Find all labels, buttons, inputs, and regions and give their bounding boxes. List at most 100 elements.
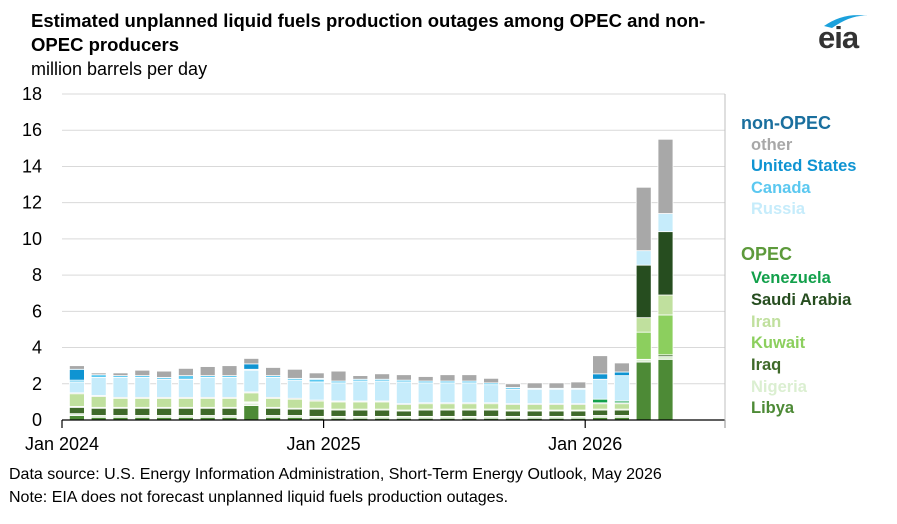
bar-segment-iran: [352, 401, 369, 410]
x-tick-label: Jan 2024: [25, 434, 99, 454]
bar-segment-other: [504, 383, 521, 388]
bar-segment-saudi-arabia: [657, 231, 674, 296]
bar-segment-iraq: [330, 409, 347, 417]
bar-segment-other: [374, 373, 391, 380]
bar-segment-iran: [548, 404, 565, 411]
legend-item-united-states: United States: [751, 157, 857, 175]
bar-segment-russia: [592, 378, 608, 400]
y-tick-label: 0: [32, 410, 42, 430]
bar-segment-canada: [90, 374, 107, 378]
bar-segment-russia: [221, 377, 238, 398]
x-tick-label: Jan 2026: [548, 434, 622, 454]
bar-segment-other: [265, 367, 282, 377]
bar-segment-russia: [439, 382, 456, 404]
bar-segment-iran: [90, 396, 107, 408]
bar-segment-other: [483, 377, 500, 384]
bar-segment-iraq: [417, 409, 434, 417]
bar-segment-russia: [286, 379, 303, 399]
bar-segment-iraq: [439, 409, 456, 417]
bar-segment-united-states: [69, 368, 85, 381]
bar-segment-iraq: [177, 407, 194, 416]
bar-segment-nigeria: [657, 356, 674, 360]
bar-segment-libya: [69, 415, 85, 421]
bar-segment-russia: [548, 388, 565, 405]
legend-heading-non-opec: non-OPEC: [741, 113, 831, 133]
y-tick-label: 6: [32, 301, 42, 321]
bar-segment-united-states: [614, 371, 630, 377]
bar-segment-iran: [592, 403, 608, 410]
legend-item-iraq: Iraq: [751, 356, 782, 374]
bar-segment-libya: [635, 361, 652, 421]
legend-item-russia: Russia: [751, 200, 806, 218]
y-tick-label: 18: [22, 84, 42, 104]
bar-segment-iran: [156, 397, 173, 408]
eia-logo: eia: [818, 10, 880, 56]
bars: [69, 138, 674, 421]
bar-segment-russia: [112, 377, 129, 398]
chart-title: Estimated unplanned liquid fuels product…: [31, 10, 706, 55]
bar-segment-russia: [177, 378, 194, 398]
bar-segment-russia: [243, 369, 260, 393]
bar-segment-iran: [69, 393, 85, 407]
bar-segment-other: [243, 358, 260, 365]
bar-segment-other: [657, 138, 674, 214]
bar-segment-iraq: [352, 409, 369, 417]
bar-segment-iraq: [90, 407, 107, 416]
legend-item-saudi-arabia: Saudi Arabia: [751, 291, 852, 309]
bar-segment-other: [592, 355, 608, 375]
bar-segment-iran: [221, 397, 238, 408]
bar-segment-iran: [374, 401, 391, 410]
bar-segment-iran: [657, 294, 674, 316]
bar-segment-other: [330, 370, 347, 382]
bar-segment-russia: [526, 388, 543, 405]
bar-segment-other: [439, 374, 456, 382]
bar-segment-iraq: [134, 407, 151, 416]
bar-segment-other: [308, 372, 325, 379]
legend-item-libya: Libya: [751, 399, 795, 417]
bar-segment-iran: [199, 397, 216, 408]
x-tick-label: Jan 2025: [287, 434, 361, 454]
bar-segment-kuwait: [635, 331, 652, 360]
bar-segment-other: [156, 370, 173, 378]
bar-segment-saudi-arabia: [635, 264, 652, 319]
bar-segment-iran: [308, 400, 325, 409]
y-tick-label: 4: [32, 338, 42, 358]
legend-item-venezuela: Venezuela: [751, 269, 831, 287]
legend-item-other: other: [751, 136, 793, 154]
bar-segment-nigeria: [635, 358, 652, 363]
legend-item-iran: Iran: [751, 313, 782, 331]
bar-segment-russia: [308, 381, 325, 401]
bar-segment-iraq: [504, 410, 521, 417]
bar-segment-iran: [177, 397, 194, 408]
bar-segment-iran: [417, 403, 434, 410]
legend-item-kuwait: Kuwait: [751, 334, 806, 352]
bar-segment-iraq: [570, 410, 587, 417]
bar-segment-russia: [156, 378, 173, 398]
bar-segment-other: [417, 376, 434, 382]
eia-logo-swoosh-icon: [824, 15, 868, 28]
bar-segment-iran: [395, 404, 412, 411]
bar-segment-other: [614, 362, 630, 373]
bar-segment-russia: [352, 380, 369, 402]
bar-segment-russia: [417, 382, 434, 404]
bar-segment-russia: [483, 384, 500, 404]
bar-segment-iraq: [548, 410, 565, 417]
bar-segment-united-states: [243, 363, 260, 370]
bar-segment-iraq: [199, 407, 216, 416]
bar-segment-other: [177, 367, 194, 377]
bar-segment-other: [352, 375, 369, 380]
bar-segment-iraq: [308, 408, 325, 417]
bar-segment-iraq: [221, 407, 238, 416]
bar-segment-other: [286, 368, 303, 379]
bar-segment-iraq: [592, 409, 608, 416]
bar-segment-iraq: [374, 409, 391, 417]
bar-segment-other: [548, 382, 565, 389]
bar-segment-iran: [461, 403, 478, 410]
bar-segment-other: [570, 381, 587, 389]
bar-segment-iran: [286, 398, 303, 409]
bar-segment-iraq: [286, 408, 303, 416]
y-tick-label: 12: [22, 193, 42, 213]
bar-segment-other: [395, 374, 412, 381]
y-tick-label: 8: [32, 265, 42, 285]
bar-segment-iraq: [461, 409, 478, 417]
